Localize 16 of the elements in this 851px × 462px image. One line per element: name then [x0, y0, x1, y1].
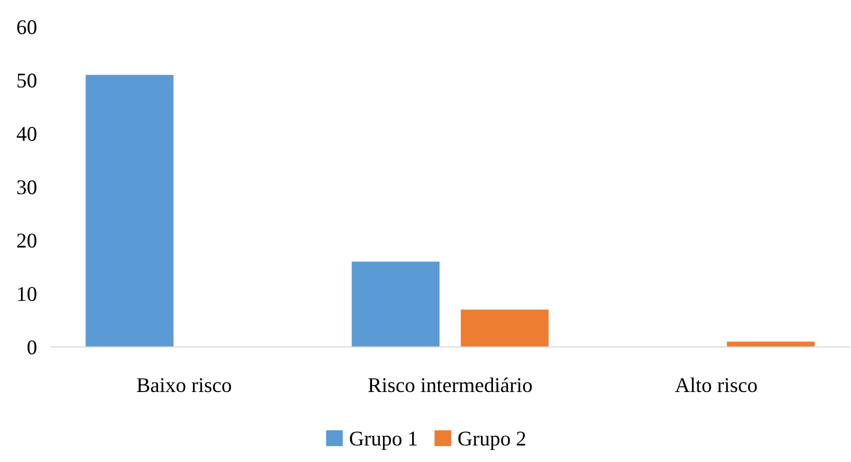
x-tick-label: Alto risco — [675, 378, 757, 392]
y-tick-label: 50 — [18, 74, 36, 88]
x-tick-label: Risco intermediário — [368, 377, 532, 392]
legend-label: Grupo 2 — [458, 432, 526, 450]
y-tick-label: 40 — [16, 126, 36, 141]
y-tick-label: 20 — [17, 234, 36, 248]
x-tick-label: Baixo risco — [136, 378, 232, 392]
y-tick-label: 10 — [18, 286, 36, 302]
bar — [726, 342, 815, 347]
bar — [460, 310, 549, 347]
y-tick-label: 60 — [17, 20, 36, 34]
y-tick-label: 30 — [17, 180, 36, 194]
y-tick-label: 0 — [28, 340, 36, 354]
legend-label: Grupo 1 — [350, 432, 417, 450]
bar — [86, 74, 174, 347]
bar — [352, 262, 440, 347]
